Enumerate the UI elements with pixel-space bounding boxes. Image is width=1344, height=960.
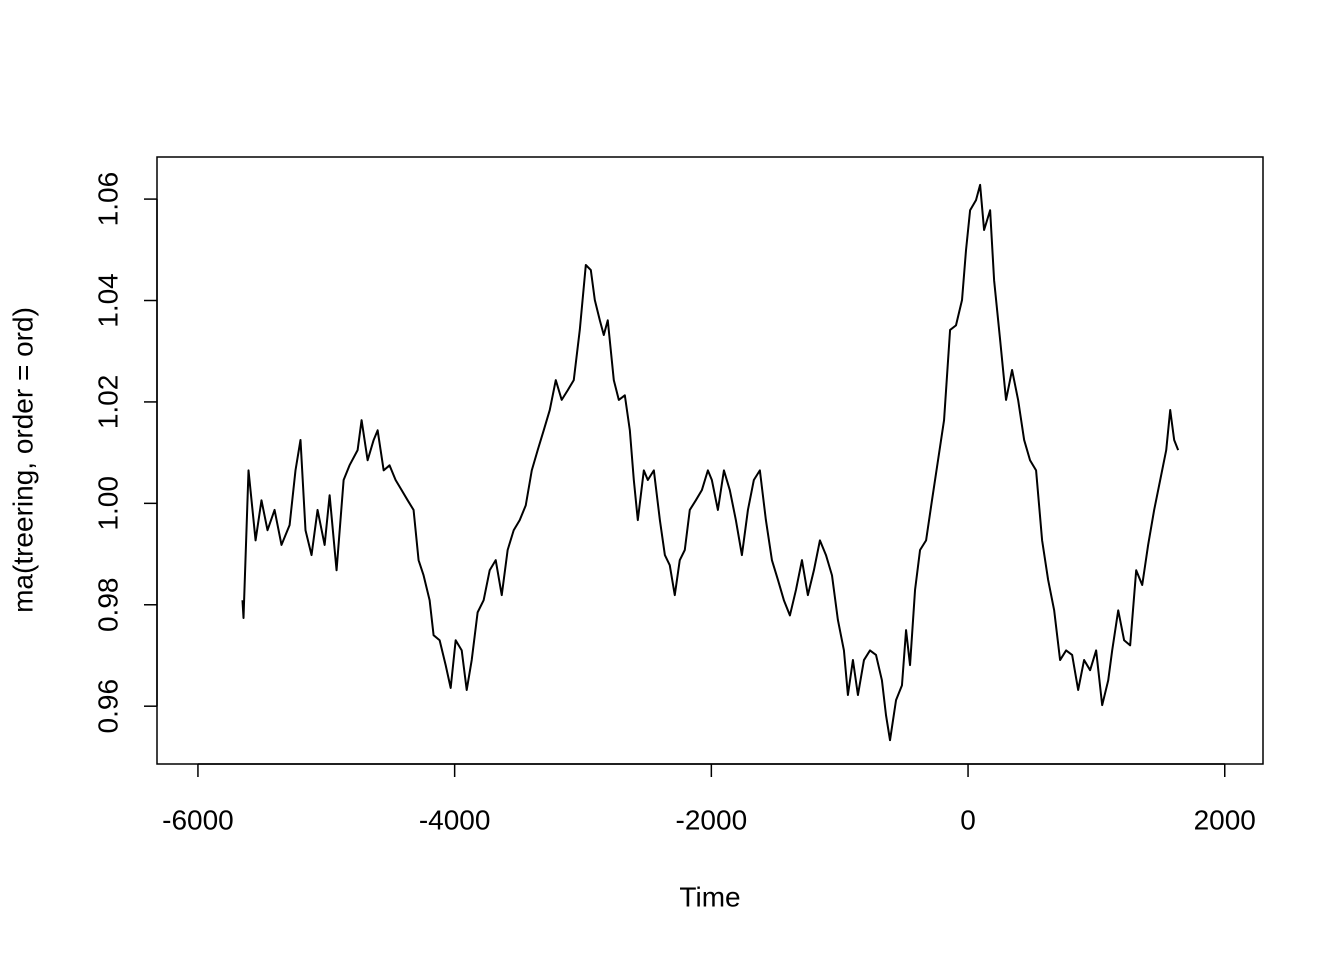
x-tick-label: -4000 <box>419 804 491 835</box>
plot-box <box>156 156 1264 765</box>
y-tick-label: 0.96 <box>92 679 123 734</box>
x-tick-label: 0 <box>960 804 976 835</box>
data-line <box>241 183 1180 742</box>
x-tick-label: 2000 <box>1194 804 1256 835</box>
x-tick-label: -6000 <box>162 804 234 835</box>
y-tick-label: 1.02 <box>92 375 123 430</box>
y-tick-label: 1.00 <box>92 476 123 531</box>
x-axis-label: Time <box>679 881 740 912</box>
x-tick-label: -2000 <box>676 804 748 835</box>
y-tick-label: 0.98 <box>92 578 123 633</box>
y-axis-label: ma(treering, order = ord) <box>7 307 38 613</box>
y-tick-label: 1.06 <box>92 172 123 227</box>
y-tick-label: 1.04 <box>92 273 123 328</box>
